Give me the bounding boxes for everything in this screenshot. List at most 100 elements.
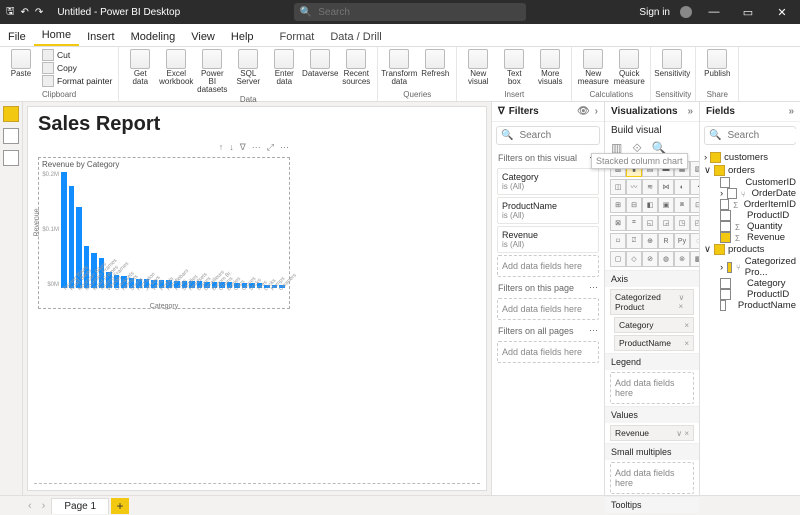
fields-search-input[interactable] [725,129,799,142]
field-node[interactable]: ›⑂OrderDate [704,188,796,199]
field-checkbox[interactable] [720,278,731,289]
menu-tab-view[interactable]: View [183,28,223,46]
viz-type-button[interactable]: ◍ [658,251,674,267]
ribbon-button[interactable]: SQLServer [231,49,265,86]
viz-type-button[interactable]: ≋ [642,179,658,195]
well-dropzone[interactable]: Add data fields here [610,462,694,494]
clip-action[interactable]: Cut [42,49,112,61]
report-view-icon[interactable] [3,106,19,122]
context-tab[interactable]: Data / Drill [322,28,389,46]
viz-type-button[interactable]: ▢ [610,251,626,267]
minimize-button[interactable]: ― [702,6,726,18]
field-node[interactable]: ΣRevenue [704,232,796,243]
collapse-filters-icon[interactable]: › [595,106,598,117]
viz-type-button[interactable]: ⍁ [626,233,642,249]
viz-type-button[interactable]: Py [674,233,690,249]
report-canvas[interactable]: Sales Report ↑↓∇⋯⤢⋯ Revenue by Category … [27,106,487,491]
filter-dropzone[interactable]: Add data fields here [497,341,599,363]
viz-type-button[interactable]: ◱ [642,215,658,231]
collapse-fields-icon[interactable]: » [788,106,794,117]
viz-type-button[interactable]: ◲ [658,215,674,231]
field-checkbox[interactable] [720,210,731,221]
ribbon-button[interactable]: Excelworkbook [159,49,193,86]
field-node[interactable]: ProductID [704,289,796,300]
filter-card[interactable]: ProductNameis (All) [497,197,599,224]
close-button[interactable]: ✕ [770,6,794,19]
paste-button[interactable]: Paste [4,49,38,78]
undo-icon[interactable]: ↶ [21,7,29,18]
viz-type-button[interactable]: ◐ [674,179,690,195]
ribbon-button[interactable]: PowerBI datasets [195,49,229,94]
visual-menu-icon[interactable]: ↑ [219,142,224,153]
field-checkbox[interactable] [720,232,731,243]
chart-bar[interactable] [61,172,67,288]
field-node[interactable]: Category [704,278,796,289]
field-node[interactable]: ΣQuantity [704,221,796,232]
well-dropzone[interactable]: Add data fields here [610,372,694,404]
field-checkbox[interactable] [720,199,729,210]
ribbon-button[interactable]: Morevisuals [533,49,567,86]
save-icon[interactable]: 🖫 [6,4,15,21]
viz-type-button[interactable]: ⊚ [674,251,690,267]
filter-card[interactable]: Categoryis (All) [497,168,599,195]
field-checkbox[interactable] [727,262,732,273]
visual-menu-icon[interactable]: ∇ [240,142,246,153]
ribbon-button[interactable]: Textbox [497,49,531,86]
viz-type-button[interactable]: ⧈ [674,197,690,213]
viz-type-button[interactable]: ⊕ [642,233,658,249]
field-checkbox[interactable] [720,221,731,232]
table-node[interactable]: ∨products [704,243,796,256]
table-node[interactable]: ›customers [704,151,796,164]
ribbon-button[interactable]: Transformdata [382,49,416,86]
visual-menu-icon[interactable]: ⋯ [280,142,289,153]
viz-type-button[interactable]: ⋈ [658,179,674,195]
visual-menu-icon[interactable]: ⤢ [267,142,274,153]
viz-type-button[interactable]: ⌑ [610,233,626,249]
field-node[interactable]: CustomerID [704,177,796,188]
viz-type-button[interactable]: ⊠ [610,215,626,231]
filter-dropzone[interactable]: Add data fields here [497,298,599,320]
menu-tab-modeling[interactable]: Modeling [123,28,184,46]
menu-tab-home[interactable]: Home [34,26,79,46]
model-view-icon[interactable] [3,150,19,166]
ribbon-button[interactable]: Getdata [123,49,157,86]
ribbon-button[interactable]: Enterdata [267,49,301,86]
visual-menu-icon[interactable]: ⋯ [252,142,261,153]
collapse-viz-icon[interactable]: » [687,106,693,117]
field-checkbox[interactable] [720,289,731,300]
add-page-button[interactable]: + [111,498,129,514]
field-well-item[interactable]: Revenue∨ × [610,425,694,441]
field-checkbox[interactable] [720,300,726,311]
table-node[interactable]: ∨orders [704,164,796,177]
field-well-subitem[interactable]: Category× [614,317,694,333]
filter-card[interactable]: Revenueis (All) [497,226,599,253]
menu-tab-insert[interactable]: Insert [79,28,123,46]
ribbon-button[interactable]: Refresh [418,49,452,78]
data-view-icon[interactable] [3,128,19,144]
ribbon-button[interactable]: Newmeasure [576,49,610,86]
page-next-icon[interactable]: › [38,500,50,512]
menu-tab-help[interactable]: Help [223,28,262,46]
global-search-input[interactable] [316,6,500,19]
context-tab[interactable]: Format [272,28,323,46]
ribbon-button[interactable]: Newvisual [461,49,495,86]
field-well-subitem[interactable]: ProductName× [614,335,694,351]
visual-menu-icon[interactable]: ↓ [229,142,234,153]
clip-action[interactable]: Format painter [42,75,112,87]
field-node[interactable]: ΣOrderItemID [704,199,796,210]
page-tab[interactable]: Page 1 [51,498,109,514]
viz-type-button[interactable]: ⊘ [642,251,658,267]
page-prev-icon[interactable]: ‹ [24,500,36,512]
viz-type-button[interactable]: ▣ [658,197,674,213]
visual-container[interactable]: ↑↓∇⋯⤢⋯ Revenue by Category Revenue $0.2M… [38,157,290,309]
menu-tab-file[interactable]: File [0,28,34,46]
viz-type-button[interactable]: ⊟ [626,197,642,213]
viz-type-button[interactable]: ◫ [610,179,626,195]
clip-action[interactable]: Copy [42,62,112,74]
viz-type-button[interactable]: 〰 [626,179,642,195]
redo-icon[interactable]: ↷ [35,7,43,18]
ribbon-button[interactable]: Quickmeasure [612,49,646,86]
signin-link[interactable]: Sign in [639,7,670,18]
field-well-item[interactable]: Categorized Product∨ × [610,289,694,315]
viz-type-button[interactable]: ◳ [674,215,690,231]
